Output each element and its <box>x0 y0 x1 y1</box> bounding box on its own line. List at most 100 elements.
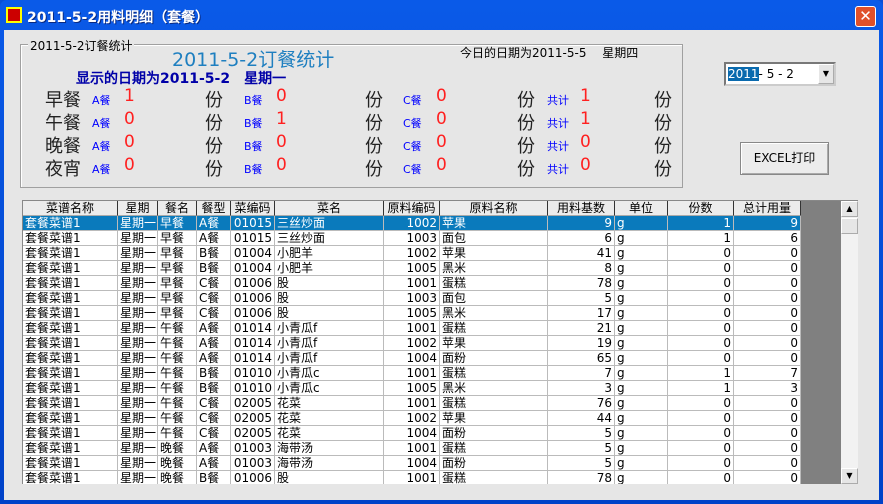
cell-dish-name: 小青瓜c <box>275 366 384 381</box>
column-header-ingredient-code[interactable]: 原料编码 <box>384 201 440 216</box>
column-header-unit[interactable]: 单位 <box>615 201 668 216</box>
unit-label: 份 <box>205 159 223 180</box>
meal-count-b: 0 <box>276 155 287 175</box>
cell-ingredient-code: 1001 <box>384 366 440 381</box>
unit-label: 份 <box>517 159 535 180</box>
cell-dish-name: 三丝炒面 <box>275 231 384 246</box>
cell-portions: 0 <box>668 291 734 306</box>
unit-label: 份 <box>654 136 672 157</box>
scroll-down-button[interactable]: ▼ <box>841 468 858 484</box>
cell-total-amount: 3 <box>734 381 801 396</box>
cell-meal-type: A餐 <box>197 231 231 246</box>
cell-meal: 午餐 <box>158 426 197 441</box>
column-header-dish-code[interactable]: 菜编码 <box>231 201 275 216</box>
cell-base-amount: 3 <box>548 381 615 396</box>
unit-label: 份 <box>517 90 535 111</box>
column-header-ingredient-name[interactable]: 原料名称 <box>440 201 548 216</box>
cell-dish-name: 股 <box>275 306 384 321</box>
vertical-scrollbar[interactable]: ▲ ▼ <box>841 201 858 484</box>
cell-ingredient-name: 蛋糕 <box>440 276 548 291</box>
cell-base-amount: 17 <box>548 306 615 321</box>
dropdown-button[interactable]: ▼ <box>818 64 834 84</box>
cell-total-amount: 0 <box>734 246 801 261</box>
column-header-portions[interactable]: 份数 <box>668 201 734 216</box>
column-header-meal[interactable]: 餐名 <box>158 201 197 216</box>
cell-ingredient-code: 1002 <box>384 411 440 426</box>
meal-count-a: 0 <box>124 155 135 175</box>
data-grid: 菜谱名称 星期 餐名 餐型 菜编码 菜名 原料编码 原料名称 用料基数 单位 份数 总计用量套餐菜谱1… <box>22 200 858 484</box>
cell-dish-name: 小青瓜c <box>275 381 384 396</box>
cell-meal-type: A餐 <box>197 441 231 456</box>
date-rest[interactable]: - 5 - 2 <box>758 67 794 81</box>
column-header-total-amount[interactable]: 总计用量 <box>734 201 801 216</box>
cell-meal-type: B餐 <box>197 261 231 276</box>
meal-type-label: A餐 <box>92 117 111 130</box>
display-date: 显示的日期为2011-5-2 星期一 <box>76 71 287 87</box>
cell-ingredient-name: 面包 <box>440 291 548 306</box>
cell-menu-name: 套餐菜谱1 <box>23 366 118 381</box>
cell-ingredient-code: 1004 <box>384 426 440 441</box>
meal-count-c: 0 <box>436 132 447 152</box>
meal-type-label: C餐 <box>403 94 422 107</box>
cell-dish-name: 花菜 <box>275 411 384 426</box>
cell-menu-name: 套餐菜谱1 <box>23 321 118 336</box>
title-bar: 2011-5-2用料明细（套餐） ✕ <box>0 0 883 30</box>
column-header-menu-name[interactable]: 菜谱名称 <box>23 201 118 216</box>
cell-ingredient-code: 1001 <box>384 276 440 291</box>
cell-weekday: 星期一 <box>118 456 158 471</box>
cell-meal-type: C餐 <box>197 291 231 306</box>
cell-unit: g <box>615 456 668 471</box>
column-header-base-amount[interactable]: 用料基数 <box>548 201 615 216</box>
column-header-weekday[interactable]: 星期 <box>118 201 158 216</box>
meal-count-c: 0 <box>436 86 447 106</box>
cell-menu-name: 套餐菜谱1 <box>23 291 118 306</box>
cell-unit: g <box>615 396 668 411</box>
cell-weekday: 星期一 <box>118 231 158 246</box>
cell-unit: g <box>615 246 668 261</box>
column-header-dish-name[interactable]: 菜名 <box>275 201 384 216</box>
column-header-meal-type[interactable]: 餐型 <box>197 201 231 216</box>
close-button[interactable]: ✕ <box>855 6 876 27</box>
unit-label: 份 <box>365 113 383 134</box>
meal-count-c: 0 <box>436 109 447 129</box>
scroll-up-button[interactable]: ▲ <box>841 201 858 217</box>
cell-unit: g <box>615 411 668 426</box>
cell-meal: 午餐 <box>158 321 197 336</box>
cell-total-amount: 0 <box>734 321 801 336</box>
cell-dish-code: 01004 <box>231 261 275 276</box>
cell-ingredient-name: 蛋糕 <box>440 441 548 456</box>
cell-unit: g <box>615 366 668 381</box>
cell-portions: 0 <box>668 411 734 426</box>
cell-menu-name: 套餐菜谱1 <box>23 216 118 231</box>
cell-menu-name: 套餐菜谱1 <box>23 276 118 291</box>
cell-total-amount: 6 <box>734 231 801 246</box>
cell-base-amount: 21 <box>548 321 615 336</box>
cell-meal: 午餐 <box>158 411 197 426</box>
date-picker[interactable]: 2011- 5 - 2 ▼ <box>724 62 836 86</box>
cell-meal: 早餐 <box>158 216 197 231</box>
cell-portions: 0 <box>668 426 734 441</box>
meal-type-label: B餐 <box>244 163 263 176</box>
excel-print-button[interactable]: EXCEL打印 <box>740 142 829 175</box>
cell-total-amount: 0 <box>734 456 801 471</box>
meal-type-label: B餐 <box>244 140 263 153</box>
scroll-thumb[interactable] <box>841 218 858 234</box>
cell-ingredient-name: 蛋糕 <box>440 366 548 381</box>
cell-meal-type: A餐 <box>197 321 231 336</box>
cell-total-amount: 9 <box>734 216 801 231</box>
cell-base-amount: 7 <box>548 366 615 381</box>
cell-total-amount: 0 <box>734 261 801 276</box>
cell-meal: 午餐 <box>158 366 197 381</box>
cell-menu-name: 套餐菜谱1 <box>23 231 118 246</box>
cell-unit: g <box>615 381 668 396</box>
cell-dish-code: 01003 <box>231 441 275 456</box>
cell-meal: 晚餐 <box>158 471 197 484</box>
cell-dish-code: 02005 <box>231 396 275 411</box>
cell-dish-name: 花菜 <box>275 426 384 441</box>
cell-total-amount: 0 <box>734 336 801 351</box>
date-year[interactable]: 2011 <box>728 67 759 81</box>
cell-ingredient-code: 1005 <box>384 381 440 396</box>
unit-label: 份 <box>205 113 223 134</box>
cell-dish-name: 小肥羊 <box>275 261 384 276</box>
cell-menu-name: 套餐菜谱1 <box>23 426 118 441</box>
